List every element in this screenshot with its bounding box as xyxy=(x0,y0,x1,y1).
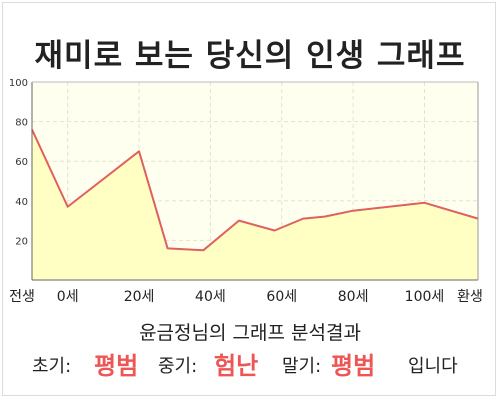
analysis-caption: 윤금정님의 그래프 분석결과 xyxy=(139,322,361,344)
early-label: 초기: xyxy=(32,356,72,377)
middle-value: 험난 xyxy=(214,352,259,380)
page-frame xyxy=(2,2,496,396)
late-value: 평범 xyxy=(331,352,376,380)
y-tick-label: 100 xyxy=(9,78,28,89)
series-line xyxy=(31,129,479,252)
y-tick-label: 40 xyxy=(15,197,28,208)
x-tick-label: 전생 xyxy=(9,289,35,305)
x-tick-label: 환생 xyxy=(457,289,483,305)
x-tick-label: 40세 xyxy=(195,289,226,305)
late-label: 말기: xyxy=(282,356,322,377)
x-tick-label: 20세 xyxy=(124,289,155,305)
x-tick-label: 0세 xyxy=(57,289,79,305)
life-chart: 20 40 60 80 100 전생 0세 20세 40세 60세 80세 100세 환생 xyxy=(9,78,483,305)
y-tick-label: 80 xyxy=(15,118,28,129)
result-suffix: 입니다 xyxy=(408,356,458,377)
y-tick-label: 60 xyxy=(15,157,28,168)
x-tick-label: 60세 xyxy=(266,289,297,305)
analysis-result: 초기: 평범 중기: 험난 말기: 평범 입니다 xyxy=(0,346,500,382)
page-title: 재미로 보는 당신의 인생 그래프 xyxy=(34,38,466,74)
early-value: 평범 xyxy=(94,352,139,380)
middle-label: 중기: xyxy=(158,356,198,377)
y-tick-label: 20 xyxy=(15,236,28,247)
x-tick-label: 100세 xyxy=(405,289,445,305)
x-tick-label: 80세 xyxy=(338,289,369,305)
